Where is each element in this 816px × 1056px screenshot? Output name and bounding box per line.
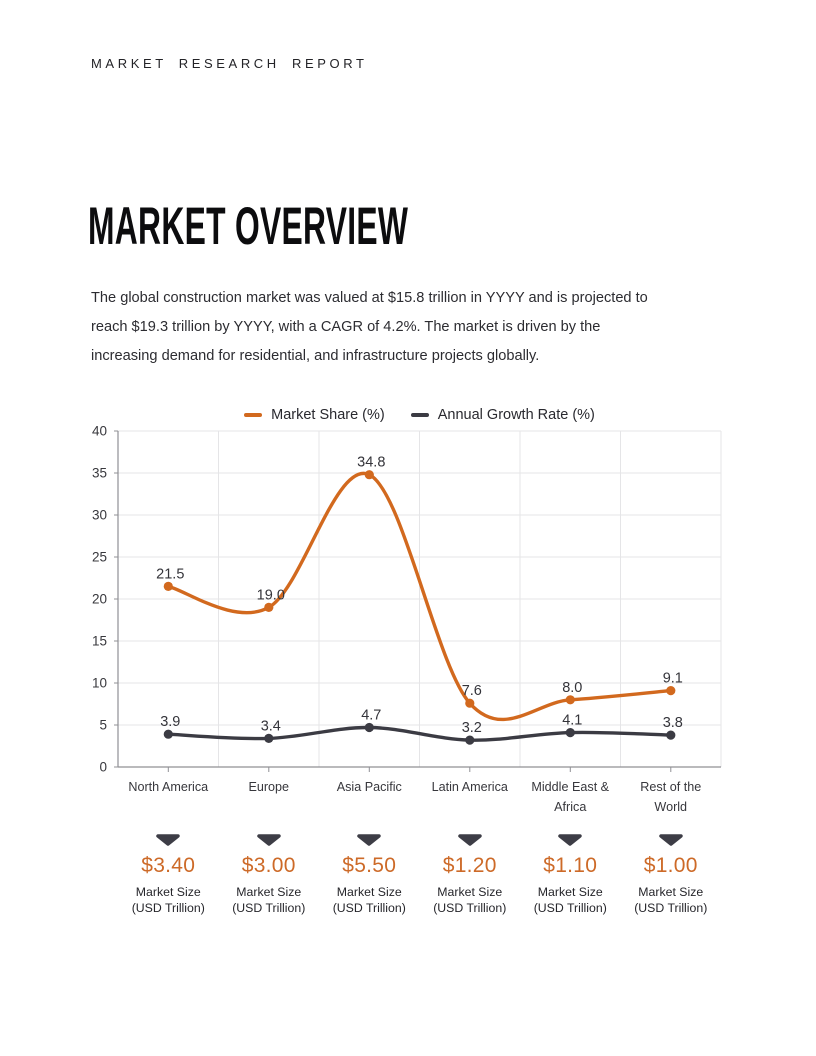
market-size-label: Market Size <box>236 885 302 899</box>
market-size-column: $1.00 Market Size (USD Trillion) <box>616 833 726 916</box>
market-size-label: Market Size <box>638 885 704 899</box>
data-point <box>666 730 676 740</box>
data-point-label: 3.4 <box>261 718 281 734</box>
market-size-label: Market Size <box>336 885 402 899</box>
data-point-label: 3.9 <box>160 714 180 730</box>
market-size-label: Market Size <box>537 885 603 899</box>
series-line-growth-rate <box>166 725 673 742</box>
market-size-unit: (USD Trillion) <box>131 901 205 915</box>
market-size-value: $3.00 <box>241 854 296 877</box>
data-point-label: 21.5 <box>156 566 184 582</box>
data-point-label: 3.8 <box>663 715 683 731</box>
market-size-unit: (USD Trillion) <box>232 901 306 915</box>
down-triangle-shape <box>659 834 683 846</box>
x-axis-label: North America <box>128 780 209 794</box>
page-title: MARKET OVERVIEW <box>88 197 409 256</box>
data-point <box>666 686 676 696</box>
data-point <box>364 722 374 733</box>
market-size-label: Market Size <box>135 885 201 899</box>
y-axis-tick-label: 40 <box>92 424 107 439</box>
market-size-unit: (USD Trillion) <box>332 901 406 915</box>
down-triangle-shape <box>257 834 281 846</box>
market-size-column: $3.40 Market Size (USD Trillion) <box>113 833 223 916</box>
report-kicker: MARKET RESEARCH REPORT <box>91 56 368 71</box>
down-triangle-icon <box>458 834 482 846</box>
legend-label-growth-rate: Annual Growth Rate (%) <box>437 407 595 423</box>
data-point <box>565 695 575 705</box>
down-triangle-icon <box>659 834 683 846</box>
data-point <box>565 728 575 738</box>
y-axis-tick-label: 20 <box>92 592 107 607</box>
market-size-label: Market Size <box>437 885 503 899</box>
down-triangle-shape <box>156 834 180 846</box>
data-point <box>163 729 173 739</box>
data-point-label: 34.8 <box>357 455 385 471</box>
down-triangle-shape <box>357 834 381 846</box>
x-axis-label: Europe <box>248 780 290 794</box>
y-axis-tick-label: 25 <box>92 550 107 565</box>
legend-label-market-share: Market Share (%) <box>271 407 385 423</box>
growth-rate-line-icon <box>410 413 429 417</box>
overview-paragraph: The global construction market was value… <box>91 290 648 364</box>
market-size-column: $5.50 Market Size (USD Trillion) <box>314 833 424 916</box>
market-size-value: $1.20 <box>442 854 497 877</box>
market-size-column: $1.10 Market Size (USD Trillion) <box>515 833 625 916</box>
data-point-label: 4.1 <box>562 713 582 729</box>
x-axis-label: Rest of the World <box>640 780 702 814</box>
x-axis-label: Asia Pacific <box>336 780 402 794</box>
down-triangle-shape <box>558 834 582 846</box>
market-size-unit: (USD Trillion) <box>634 901 708 915</box>
y-axis-tick-label: 0 <box>99 760 107 775</box>
market-size-value: $5.50 <box>342 854 397 877</box>
down-triangle-icon <box>357 834 381 846</box>
market-size-column: $3.00 Market Size (USD Trillion) <box>214 833 324 916</box>
data-point <box>264 602 274 612</box>
down-triangle-icon <box>257 834 281 846</box>
market-size-value: $3.40 <box>141 854 196 877</box>
x-axis-label: Middle East & Africa <box>531 780 610 814</box>
y-axis-tick-label: 15 <box>92 634 107 649</box>
chart-legend: Market Share (%) Annual Growth Rate (%) <box>118 404 721 426</box>
x-axis-label: Latin America <box>431 780 508 794</box>
market-size-value: $1.10 <box>543 854 598 877</box>
data-point <box>465 698 475 708</box>
data-point <box>465 735 475 745</box>
legend-item-growth-rate: Annual Growth Rate (%) <box>410 407 595 423</box>
data-point-label: 8.0 <box>562 680 582 696</box>
y-axis-tick-label: 10 <box>92 676 107 691</box>
y-axis-tick-label: 30 <box>92 508 107 523</box>
data-point <box>364 470 374 480</box>
data-point-label: 4.7 <box>361 708 381 724</box>
data-point-label: 7.6 <box>462 683 482 699</box>
market-size-unit: (USD Trillion) <box>433 901 507 915</box>
down-triangle-icon <box>156 834 180 846</box>
market-size-unit: (USD Trillion) <box>533 901 607 915</box>
data-point <box>163 581 173 591</box>
data-point-label: 9.1 <box>663 671 683 687</box>
market-size-value: $1.00 <box>643 854 698 877</box>
y-axis-tick-label: 5 <box>99 718 107 733</box>
y-axis-tick-label: 35 <box>92 466 107 481</box>
market-share-line-icon <box>244 413 263 417</box>
market-size-column: $1.20 Market Size (USD Trillion) <box>415 833 525 916</box>
market-chart: 0 5 10 15 20 25 30 35 40 21.5 19.0 34.8 7.6 8.0 9.1 3.9… <box>92 424 722 775</box>
legend-item-market-share: Market Share (%) <box>244 407 385 423</box>
down-triangle-shape <box>458 834 482 846</box>
down-triangle-icon <box>558 834 582 846</box>
data-point-label: 19.0 <box>257 587 285 603</box>
data-point <box>264 733 274 743</box>
data-point-label: 3.2 <box>462 720 482 736</box>
